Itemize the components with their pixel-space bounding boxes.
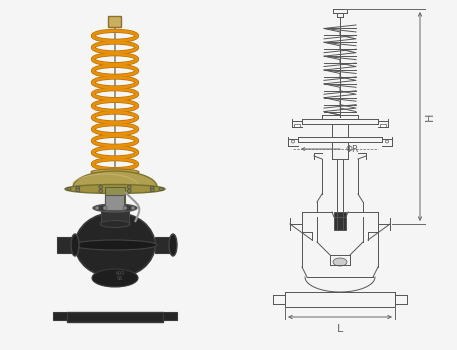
Ellipse shape (131, 206, 135, 210)
Ellipse shape (93, 204, 137, 212)
Ellipse shape (75, 212, 155, 278)
FancyBboxPatch shape (108, 16, 122, 28)
Bar (105, 187, 125, 209)
Ellipse shape (150, 189, 154, 192)
Ellipse shape (76, 189, 80, 192)
Bar (101, 207, 129, 225)
Bar (294, 124, 300, 127)
Bar (57, 237, 75, 253)
Ellipse shape (123, 206, 127, 210)
Ellipse shape (100, 220, 130, 228)
Ellipse shape (67, 188, 71, 190)
Ellipse shape (333, 258, 347, 266)
Bar (380, 124, 386, 127)
Ellipse shape (95, 206, 99, 210)
Ellipse shape (103, 206, 107, 210)
Ellipse shape (159, 188, 163, 190)
Polygon shape (73, 171, 157, 187)
Ellipse shape (92, 269, 138, 287)
Ellipse shape (91, 169, 139, 175)
Bar (155, 237, 173, 253)
Ellipse shape (99, 186, 103, 189)
FancyBboxPatch shape (106, 196, 124, 210)
Text: 600: 600 (115, 271, 125, 276)
Ellipse shape (71, 234, 79, 256)
Bar (53, 312, 67, 320)
Ellipse shape (65, 184, 165, 194)
Ellipse shape (76, 186, 80, 189)
Bar (163, 312, 177, 320)
Text: SS: SS (117, 276, 123, 281)
Text: ΦR: ΦR (345, 145, 358, 154)
Ellipse shape (169, 234, 177, 256)
Ellipse shape (99, 189, 103, 193)
Ellipse shape (73, 240, 157, 250)
Ellipse shape (150, 186, 154, 189)
Text: H: H (425, 112, 435, 121)
Bar (67, 312, 163, 322)
Ellipse shape (127, 186, 131, 189)
Text: L: L (337, 324, 343, 334)
Bar (334, 212, 346, 230)
Ellipse shape (127, 189, 131, 193)
